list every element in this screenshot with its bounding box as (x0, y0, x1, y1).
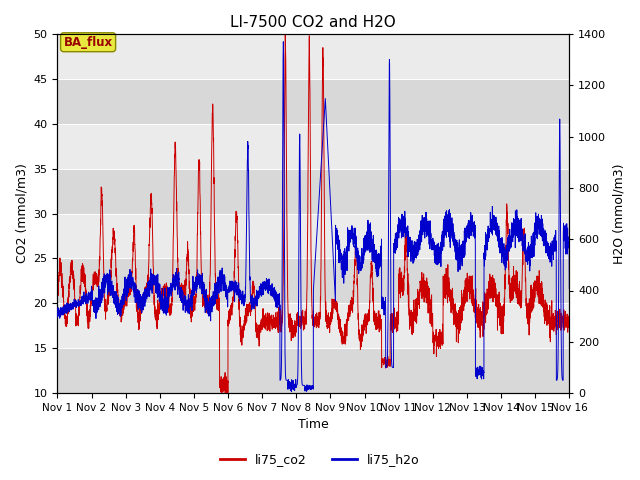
Bar (58, 303, 570, 348)
Bar (58, 348, 570, 393)
Y-axis label: CO2 (mmol/m3): CO2 (mmol/m3) (15, 164, 28, 264)
Bar (58, 124, 570, 168)
Bar (58, 258, 570, 303)
Title: LI-7500 CO2 and H2O: LI-7500 CO2 and H2O (230, 15, 396, 30)
Bar (58, 79, 570, 124)
Y-axis label: H2O (mmol/m3): H2O (mmol/m3) (612, 163, 625, 264)
Bar (58, 34, 570, 79)
Legend: li75_co2, li75_h2o: li75_co2, li75_h2o (215, 448, 425, 471)
Bar (58, 214, 570, 258)
Bar (58, 168, 570, 214)
X-axis label: Time: Time (298, 419, 329, 432)
Text: BA_flux: BA_flux (63, 36, 113, 49)
